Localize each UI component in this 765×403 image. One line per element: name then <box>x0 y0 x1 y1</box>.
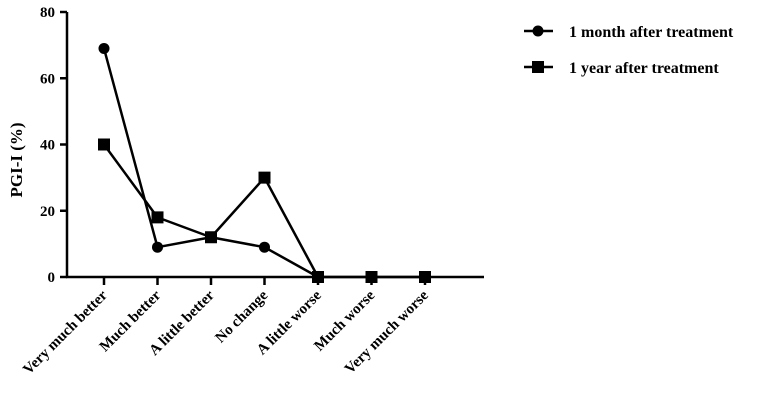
y-tick-label: 0 <box>48 270 56 286</box>
legend: 1 month after treatment 1 year after tre… <box>524 24 734 77</box>
data-point-square <box>365 271 378 283</box>
data-point-circle <box>259 241 270 253</box>
legend-item-1: 1 month after treatment <box>524 24 734 41</box>
data-point-square <box>205 231 217 244</box>
legend-item-2: 1 year after treatment <box>524 60 719 77</box>
data-point-square <box>312 271 324 283</box>
y-tick-label: 80 <box>40 5 55 21</box>
legend-label-2: 1 year after treatment <box>569 60 719 77</box>
data-point-circle <box>152 241 163 253</box>
y-axis-ticks: 0 20 40 60 80 <box>40 5 67 286</box>
y-tick-label: 60 <box>40 71 55 87</box>
data-point-circle <box>98 42 110 54</box>
data-point-square <box>258 171 271 184</box>
y-axis-label: PGI-I (%) <box>7 122 26 197</box>
y-tick-label: 40 <box>40 138 55 154</box>
data-point-square <box>151 211 164 224</box>
series-1 <box>98 42 324 283</box>
series-2 <box>98 138 431 283</box>
legend-label-1: 1 month after treatment <box>569 24 734 41</box>
data-point-square <box>98 138 110 151</box>
y-tick-label: 20 <box>40 204 55 220</box>
data-point-square <box>419 271 431 283</box>
series-2-line <box>102 143 425 279</box>
series-layer <box>98 42 431 283</box>
legend-marker-circle <box>532 25 544 37</box>
legend-marker-square <box>532 61 544 73</box>
x-tick-label: Very much better <box>20 287 111 378</box>
